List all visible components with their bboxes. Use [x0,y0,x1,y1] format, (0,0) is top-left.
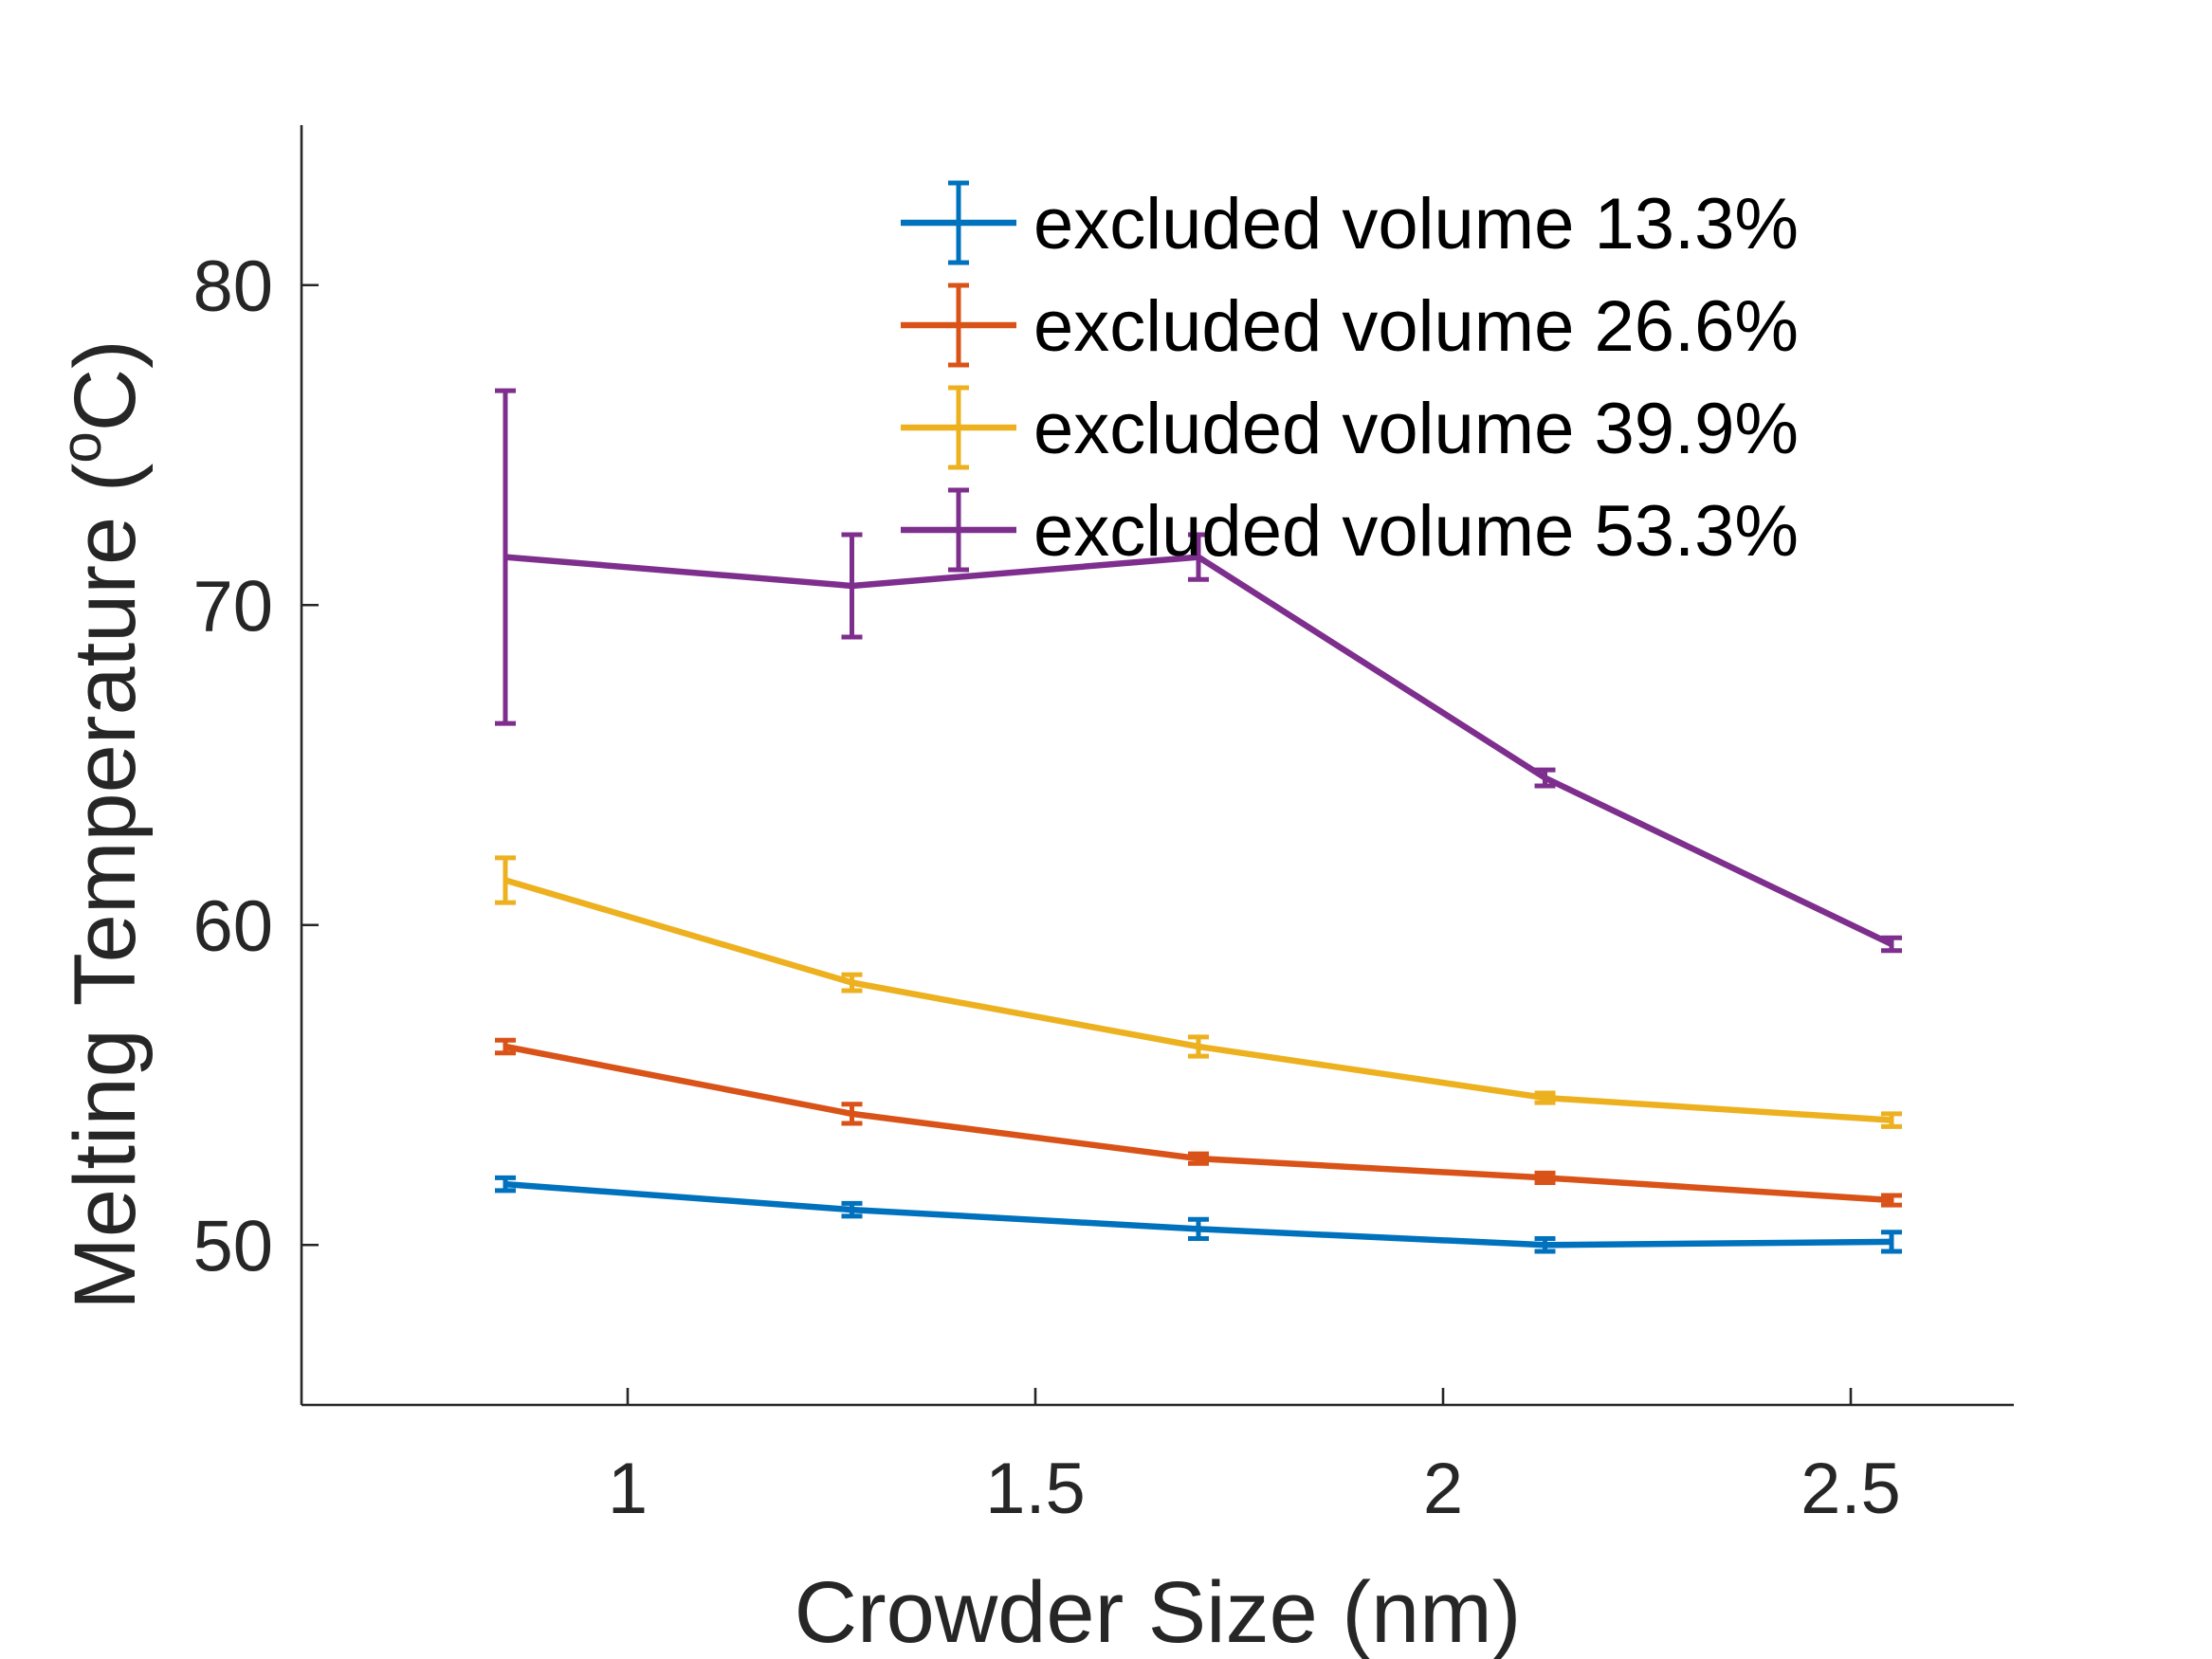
errorbar [1188,1216,1209,1241]
errorbar [495,388,516,726]
errorbar [841,532,863,640]
errorbar [1534,1236,1556,1254]
errorbar [1188,532,1209,582]
y-tick-label: 60 [192,886,273,967]
legend-label: excluded volume 53.3% [1033,491,1799,572]
legend-label: excluded volume 26.6% [1033,286,1799,367]
y-axis-label: Melting Temperature (oC) [49,339,154,1310]
x-tick-label: 1 [608,1449,648,1529]
legend-label: excluded volume 39.9% [1033,389,1799,469]
errorbar [1881,1193,1902,1208]
series-2 [495,1037,1902,1208]
legend-swatch-errorbar [948,180,969,265]
legend-swatch-errorbar [948,385,969,470]
errorbar [841,1102,863,1126]
errorbar [1534,1090,1556,1105]
y-axis-label-end: C) [57,339,154,431]
y-tick-label: 70 [192,566,273,647]
errorbar [1534,767,1556,789]
errorbar [1534,1170,1556,1185]
legend-item: excluded volume 13.3% [901,180,1799,265]
legend-label: excluded volume 13.3% [1033,184,1799,264]
x-tick-label: 2.5 [1801,1449,1901,1529]
x-tick-label: 1.5 [985,1449,1086,1529]
legend-item: excluded volume 26.6% [901,283,1799,368]
errorbar [495,1175,516,1194]
legend-swatch-errorbar [948,283,969,368]
errorbar [495,855,516,905]
legend-item: excluded volume 53.3% [901,487,1799,573]
y-axis-label-main: Melting Temperature ( [57,463,154,1310]
axes: 1 1.5 2 2.5 50 60 70 80 [192,125,2014,1529]
errorbar [495,1037,516,1056]
series-line [504,1043,1892,1204]
errorbar [841,1200,863,1219]
series-4 [495,388,1902,954]
errorbar [1188,1151,1209,1166]
errorbar [1881,1230,1902,1254]
series-1 [495,1175,1902,1254]
errorbar [1881,1111,1902,1129]
y-tick-label: 80 [192,246,273,327]
y-tick-label: 50 [192,1206,273,1286]
legend-swatch-errorbar [948,487,969,573]
errorbar [1881,935,1902,954]
x-tick-label: 2 [1423,1449,1463,1529]
errorbar [841,972,863,994]
errorbar [1188,1034,1209,1059]
plot-area [495,388,1902,1254]
legend: excluded volume 13.3% excluded volume 26.… [901,180,1799,573]
series-line [504,554,1893,947]
series-3 [495,855,1902,1129]
legend-item: excluded volume 39.9% [901,385,1799,470]
y-axis-label-superscript: o [49,431,113,463]
x-axis-label: Crowder Size (nm) [795,1564,1522,1659]
